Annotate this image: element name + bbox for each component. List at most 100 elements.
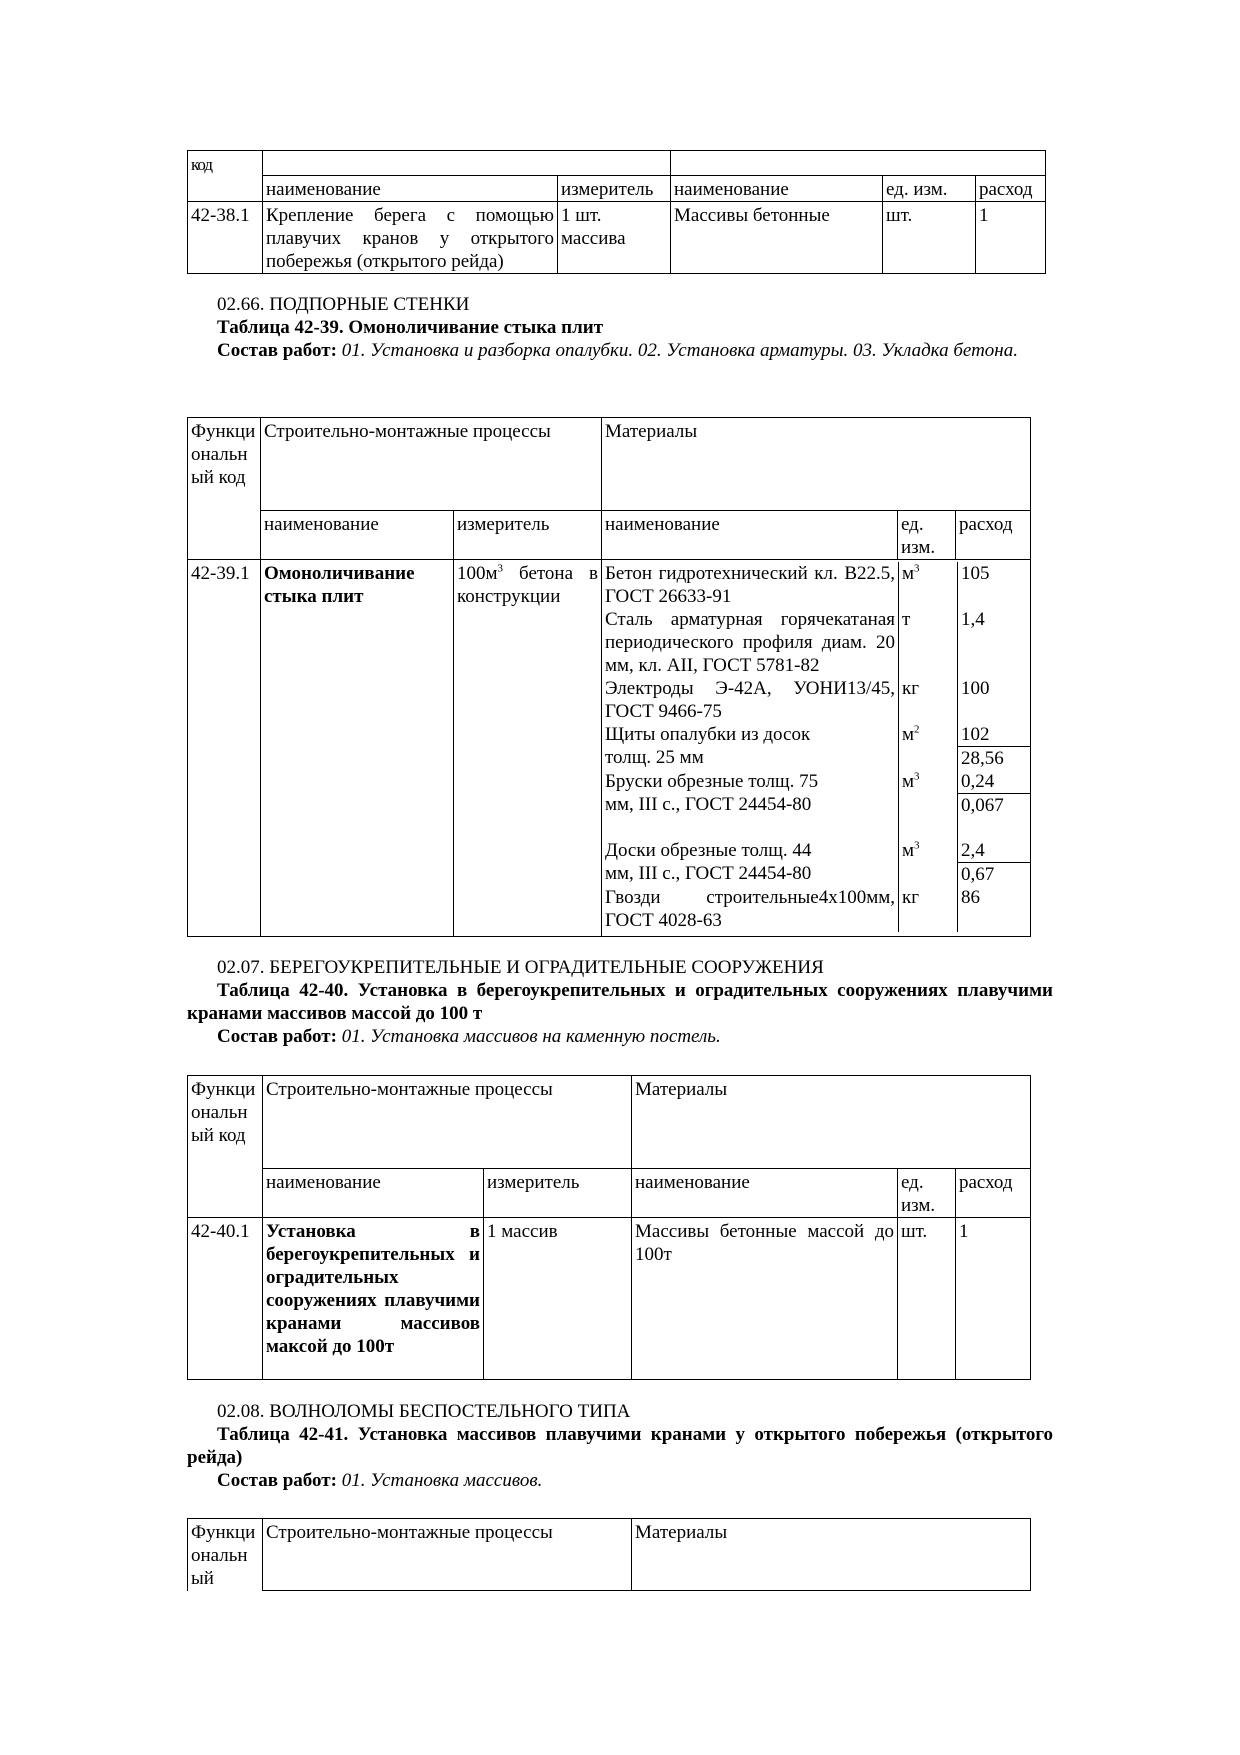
section-heading: 02.66. ПОДПОРНЫЕ СТЕНКИ: [217, 294, 470, 315]
header-processes: Строительно-монтажные процессы: [260, 417, 602, 511]
subheader-qty: расход: [955, 1168, 1031, 1218]
material-unit: т: [899, 608, 958, 677]
table-42-38: код наименование измеритель наименование…: [187, 150, 1047, 274]
work-text: 01. Установка и разборка опалубки. 02. У…: [336, 340, 1018, 361]
subheader-name: наименование: [262, 175, 558, 202]
unit-sup: 3: [914, 770, 920, 783]
header-materials: [669, 150, 1047, 176]
qty-value: 105: [961, 563, 990, 584]
cell-process: Омоноличивание стыка плит: [260, 559, 454, 937]
subheader-material-name: наименование: [670, 175, 883, 202]
unit-text: м: [902, 840, 915, 861]
table-row: 42-38.1 Крепление берега с помощью плаву…: [187, 201, 1047, 274]
material-row: Бетон гидротехнический кл. В22.5, ГОСТ 2…: [602, 560, 1030, 608]
material-unit: кг: [899, 886, 958, 932]
material-name: Щиты опалубки из досок толщ. 25 мм: [602, 723, 899, 770]
table-42-39: Функциональный код Строительно-монтажные…: [187, 417, 1031, 937]
table-row: 42-40.1 Установка в берегоукрепительных …: [187, 1217, 1031, 1380]
section-heading: 02.07. БЕРЕГОУКРЕПИТЕЛЬНЫЕ И ОГРАДИТЕЛЬН…: [217, 957, 824, 978]
subheader-name: наименование: [262, 1168, 484, 1218]
material-row: Бруски обрезные толщ. 75 мм, III с., ГОС…: [602, 770, 1030, 839]
unit-sup: 3: [914, 562, 920, 575]
material-qty: 1,4: [958, 608, 1030, 677]
header-processes: Строительно-монтажные процессы: [262, 1518, 632, 1591]
unit-sup: 2: [914, 723, 920, 736]
header-code: код: [187, 150, 263, 202]
qty-value: 0,24: [958, 770, 1030, 794]
qty-value: 28,56: [961, 748, 1004, 769]
header-code: Функциональный: [187, 1518, 263, 1591]
work-text: 01. Установка массивов.: [336, 1470, 543, 1491]
cell-unit: шт.: [882, 201, 976, 274]
subheader-unit: ед. изм.: [897, 510, 956, 560]
materials-rows: Бетон гидротехнический кл. В22.5, ГОСТ 2…: [602, 560, 1030, 932]
subheader-measure: измеритель: [483, 1168, 632, 1218]
measure-sup: 3: [497, 562, 504, 575]
unit-text: м: [902, 563, 915, 584]
subheader-qty: расход: [974, 175, 1047, 202]
material-name: Бетон гидротехнический кл. В22.5, ГОСТ 2…: [602, 562, 899, 608]
header-code: Функциональный код: [187, 417, 261, 560]
cell-qty: 1: [974, 201, 1047, 274]
measure-text: бетона в конструкции: [457, 563, 598, 607]
material-row: Сталь арматурная горячекатаная периодиче…: [602, 608, 1030, 677]
cell-measure: 100м3 бетона в конструкции: [453, 559, 602, 937]
material-qty: 2,4 0,67: [958, 839, 1030, 886]
subheader-material-name: наименование: [601, 510, 898, 560]
qty-value: 1,4: [961, 609, 985, 630]
material-qty: 86: [958, 886, 1030, 932]
material-name: Сталь арматурная горячекатаная периодиче…: [602, 608, 899, 677]
cell-code: 42-38.1: [187, 201, 263, 274]
unit-text: м: [902, 724, 915, 745]
work-composition: Состав работ: 01. Установка массивов на …: [187, 1025, 1053, 1048]
table-title: Таблица 42-39. Омоноличивание стыка плит: [217, 317, 604, 338]
measure-value: 100м: [457, 563, 498, 584]
unit-sup: 3: [914, 839, 920, 852]
material-row: Электроды Э-42А, УОНИ13/45, ГОСТ 9466-75…: [602, 677, 1030, 723]
cell-code: 42-40.1: [187, 1217, 263, 1380]
materials-list: Бетон гидротехнический кл. В22.5, ГОСТ 2…: [601, 559, 1031, 937]
header-processes: [262, 150, 671, 176]
unit-text: кг: [902, 678, 920, 699]
header-materials: Материалы: [631, 1075, 1031, 1169]
material-qty: 0,24 0,067: [958, 770, 1030, 839]
material-name: Гвозди строительные4х100мм, ГОСТ 4028-63: [602, 886, 899, 932]
material-name: Бруски обрезные толщ. 75 мм, III с., ГОС…: [602, 770, 899, 839]
subheader-measure: измеритель: [453, 510, 602, 560]
work-composition: Состав работ: 01. Установка и разборка о…: [187, 339, 1053, 362]
subheader-name: наименование: [260, 510, 454, 560]
work-label: Состав работ:: [217, 1026, 337, 1047]
material-unit: м2: [899, 723, 958, 770]
subheader-measure: измеритель: [557, 175, 671, 202]
table-42-41: Функциональный Строительно-монтажные про…: [187, 1518, 1031, 1591]
subheader-qty: расход: [955, 510, 1031, 560]
unit-text: м: [902, 771, 915, 792]
subheader-unit: ед. изм.: [897, 1168, 956, 1218]
cell-unit: шт.: [897, 1217, 956, 1380]
section-heading: 02.08. ВОЛНОЛОМЫ БЕСПОСТЕЛЬНОГО ТИПА: [217, 1401, 631, 1422]
qty-value: 2,4: [958, 839, 1030, 863]
material-unit: м3: [899, 770, 958, 839]
work-label: Состав работ:: [217, 1470, 337, 1491]
header-code: Функциональный код: [187, 1075, 263, 1218]
material-unit: кг: [899, 677, 958, 723]
table-42-40: Функциональный код Строительно-монтажные…: [187, 1075, 1031, 1380]
cell-process: Установка в берегоукрепительных и огради…: [262, 1217, 484, 1380]
unit-text: т: [902, 609, 911, 630]
header-materials: Материалы: [601, 417, 1031, 511]
material-qty: 105: [958, 562, 1030, 608]
cell-material: Массивы бетонные: [670, 201, 883, 274]
work-composition: Состав работ: 01. Установка массивов.: [187, 1469, 1053, 1492]
subheader-material-name: наименование: [631, 1168, 898, 1218]
work-text: 01. Установка массивов на каменную посте…: [336, 1026, 721, 1047]
unit-text: кг: [902, 887, 920, 908]
material-row: Щиты опалубки из досок толщ. 25 мм м2 102 2…: [602, 723, 1030, 770]
header-materials: Материалы: [631, 1518, 1031, 1591]
qty-value: 100: [961, 678, 990, 699]
table-row: 42-39.1 Омоноличивание стыка плит 100м3 …: [187, 559, 1031, 937]
material-unit: м3: [899, 562, 958, 608]
qty-value: 0,67: [961, 864, 995, 885]
qty-value: 102: [958, 723, 1030, 747]
table-title: Таблица 42-40. Установка в берегоукрепит…: [187, 980, 1053, 1024]
